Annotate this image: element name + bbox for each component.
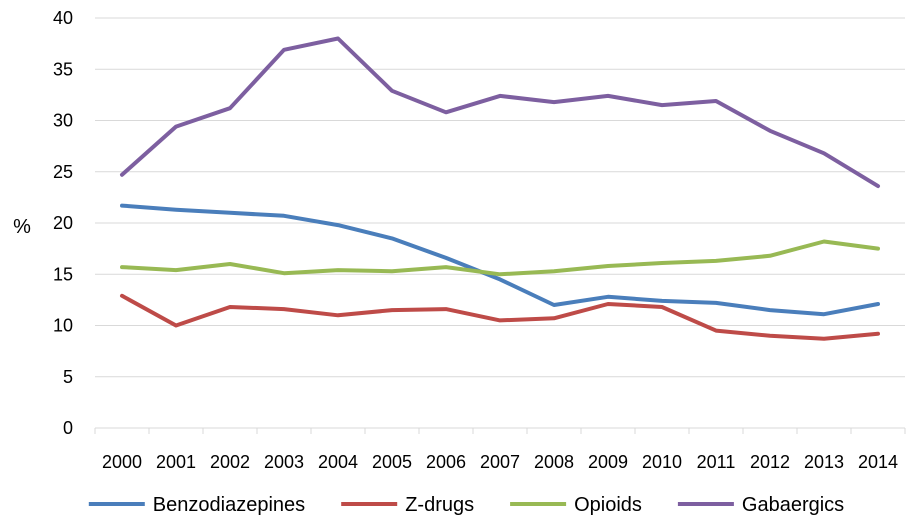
x-tick-label: 2003 bbox=[264, 452, 304, 472]
y-tick-label: 40 bbox=[53, 8, 73, 28]
legend-item-gabaergics: Gabaergics bbox=[677, 494, 844, 516]
y-tick-label: 35 bbox=[53, 59, 73, 79]
series-line-benzodiazepines bbox=[120, 203, 880, 317]
x-tick-label: 2000 bbox=[102, 452, 142, 472]
y-tick-label: 15 bbox=[53, 264, 73, 284]
y-tick-label: 10 bbox=[53, 316, 73, 336]
x-tick-label: 2009 bbox=[588, 452, 628, 472]
y-tick-label: 5 bbox=[63, 367, 73, 387]
legend-label: Benzodiazepines bbox=[153, 494, 305, 516]
y-tick-label: 20 bbox=[53, 213, 73, 233]
x-tick-label: 2001 bbox=[156, 452, 196, 472]
y-axis-title: % bbox=[13, 216, 31, 238]
x-tick-label: 2013 bbox=[804, 452, 844, 472]
x-tick-label: 2004 bbox=[318, 452, 358, 472]
series-line-z-drugs bbox=[120, 293, 880, 341]
x-tick-label: 2007 bbox=[480, 452, 520, 472]
legend-item-z-drugs: Z-drugs bbox=[341, 494, 474, 516]
x-axis: 2000 2001 2002 2003 2004 2005 2006 2007 2008 2009… bbox=[94, 428, 906, 472]
x-tick-label: 2014 bbox=[858, 452, 898, 472]
series-line-opioids bbox=[120, 239, 880, 277]
x-tick-label: 2010 bbox=[642, 452, 682, 472]
x-tick-label: 2002 bbox=[210, 452, 250, 472]
legend-label: Gabaergics bbox=[742, 494, 844, 516]
y-tick-label: 0 bbox=[63, 418, 73, 438]
legend-label: Opioids bbox=[574, 494, 642, 516]
y-axis: 0 5 10 15 20 25 30 35 40 bbox=[53, 8, 73, 438]
x-tick-label: 2012 bbox=[750, 452, 790, 472]
series-line-gabaergics bbox=[120, 36, 880, 189]
legend-item-benzodiazepines: Benzodiazepines bbox=[88, 494, 305, 516]
x-tick-label: 2008 bbox=[534, 452, 574, 472]
y-tick-label: 30 bbox=[53, 111, 73, 131]
gridlines bbox=[95, 17, 905, 429]
x-tick-label: 2011 bbox=[697, 452, 736, 472]
x-tick-label: 2005 bbox=[372, 452, 412, 472]
x-tick-label: 2006 bbox=[426, 452, 466, 472]
legend-item-opioids: Opioids bbox=[510, 494, 642, 516]
legend-label: Z-drugs bbox=[405, 494, 474, 516]
series-lines bbox=[120, 36, 880, 341]
legend: Benzodiazepines Z-drugs Opioids Gabaergics bbox=[88, 494, 844, 516]
y-tick-label: 25 bbox=[53, 162, 73, 182]
